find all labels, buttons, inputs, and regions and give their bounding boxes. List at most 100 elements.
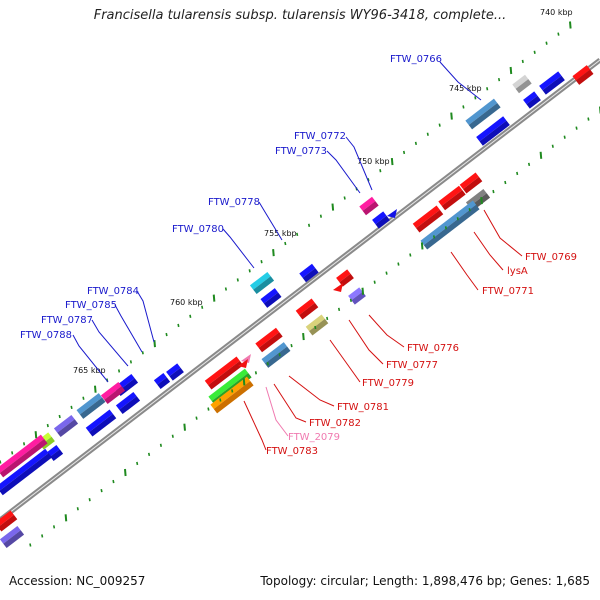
scale-tick (575, 126, 578, 130)
gene-box[interactable] (260, 288, 282, 308)
scale-tick (587, 117, 590, 121)
scale-tick (326, 316, 329, 321)
gene-box[interactable] (572, 65, 594, 85)
gene-box[interactable] (295, 298, 319, 320)
gene-label[interactable]: FTW_0787 (41, 315, 93, 326)
gene-box[interactable] (438, 185, 466, 211)
scale-tick (569, 21, 572, 29)
gene-marker[interactable] (238, 359, 248, 368)
scale-tick (177, 323, 180, 328)
scale-tick (563, 135, 566, 139)
scale-tick (231, 389, 234, 393)
gene-box[interactable] (0, 510, 18, 532)
gene-box[interactable] (255, 327, 283, 353)
gene-box[interactable] (372, 211, 390, 229)
gene-box[interactable] (53, 414, 79, 438)
scale-tick (183, 423, 186, 431)
scale-tick (432, 235, 436, 239)
gene-label[interactable]: FTW_0784 (87, 286, 139, 297)
scale-tick (94, 385, 97, 393)
gene-label[interactable]: FTW_0788 (20, 330, 72, 341)
gene-label[interactable]: FTW_0785 (65, 300, 117, 311)
scale-tick (29, 543, 32, 547)
scale-tick (212, 294, 216, 302)
scale-tick (302, 332, 305, 341)
gene-marker[interactable] (241, 354, 251, 363)
gene-box[interactable] (476, 116, 510, 146)
gene-label[interactable]: FTW_0779 (362, 378, 414, 389)
gene-box[interactable] (115, 391, 141, 415)
gene-box[interactable] (305, 314, 329, 336)
scale-tick (390, 157, 394, 166)
scale-tick (224, 287, 228, 291)
gene-box[interactable] (348, 287, 366, 305)
gene-label[interactable]: FTW_0778 (208, 197, 260, 208)
gene-box[interactable] (85, 409, 117, 437)
gene-label[interactable]: FTW_2079 (288, 432, 340, 443)
gene-label[interactable]: lysA (507, 266, 528, 277)
genome-summary-text: Topology: circular; Length: 1,898,476 bp… (260, 574, 590, 588)
gene-box[interactable] (539, 71, 565, 95)
scale-tick (474, 96, 477, 100)
gene-label[interactable]: FTW_0777 (386, 360, 438, 371)
scale-tick (124, 468, 127, 477)
scale-tick (201, 305, 204, 309)
scale-tick (284, 241, 287, 246)
gene-box[interactable] (100, 381, 126, 405)
scale-tick (373, 280, 376, 284)
scale-tick (314, 325, 317, 330)
scale-tick (64, 514, 68, 522)
leader-lines-bottom (243, 209, 523, 451)
gene-label[interactable]: FTW_0783 (266, 446, 318, 457)
gene-box[interactable] (76, 393, 106, 419)
gene-box[interactable] (166, 363, 184, 381)
scale-tick (117, 369, 121, 373)
gene-label[interactable]: FTW_0782 (309, 418, 361, 429)
scale-tick (480, 197, 483, 205)
scale-tick (521, 59, 524, 64)
scale-tick (58, 414, 61, 419)
scale-tick (414, 141, 418, 146)
gene-box[interactable] (0, 525, 25, 549)
scale-tick (11, 451, 14, 455)
gene-label[interactable]: FTW_0780 (172, 224, 224, 235)
gene-box[interactable] (420, 200, 480, 250)
gene-marker[interactable] (387, 209, 397, 218)
gene-label[interactable]: FTW_0773 (275, 146, 327, 157)
scale-tick (248, 269, 251, 273)
scale-tick (516, 171, 519, 176)
gene-box[interactable] (512, 74, 532, 94)
gene-box[interactable] (336, 269, 354, 287)
gene-label[interactable]: FTW_0771 (482, 286, 534, 297)
scale-tick (533, 50, 536, 54)
gene-label[interactable]: FTW_0766 (390, 54, 442, 65)
scale-tick (426, 132, 429, 136)
gene-box[interactable] (261, 342, 291, 368)
gene-box[interactable] (0, 434, 48, 478)
gene-box[interactable] (465, 98, 501, 130)
scale-tick (462, 105, 465, 109)
gene-marker[interactable] (333, 283, 343, 292)
gene-label[interactable]: FTW_0781 (337, 402, 389, 413)
gene-box[interactable] (46, 444, 64, 462)
gene-box[interactable] (249, 271, 275, 295)
gene-box[interactable] (459, 172, 483, 194)
scale-tick (379, 169, 382, 173)
gene-box[interactable] (153, 372, 171, 390)
scale-label: 765 kbp (73, 366, 106, 375)
gene-box[interactable] (204, 356, 244, 390)
gene-box[interactable] (412, 205, 444, 233)
gene-box[interactable] (359, 196, 379, 216)
scale-tick (545, 41, 548, 45)
gene-label[interactable]: FTW_0769 (525, 252, 577, 263)
scale-tick (307, 223, 311, 227)
gene-box[interactable] (523, 91, 541, 109)
scale-tick (52, 525, 56, 529)
scale-tick (272, 249, 275, 257)
gene-label[interactable]: FTW_0776 (407, 343, 459, 354)
scale-tick (397, 262, 400, 266)
gene-box[interactable] (0, 448, 52, 496)
gene-label[interactable]: FTW_0772 (294, 131, 346, 142)
gene-box[interactable] (299, 263, 319, 283)
